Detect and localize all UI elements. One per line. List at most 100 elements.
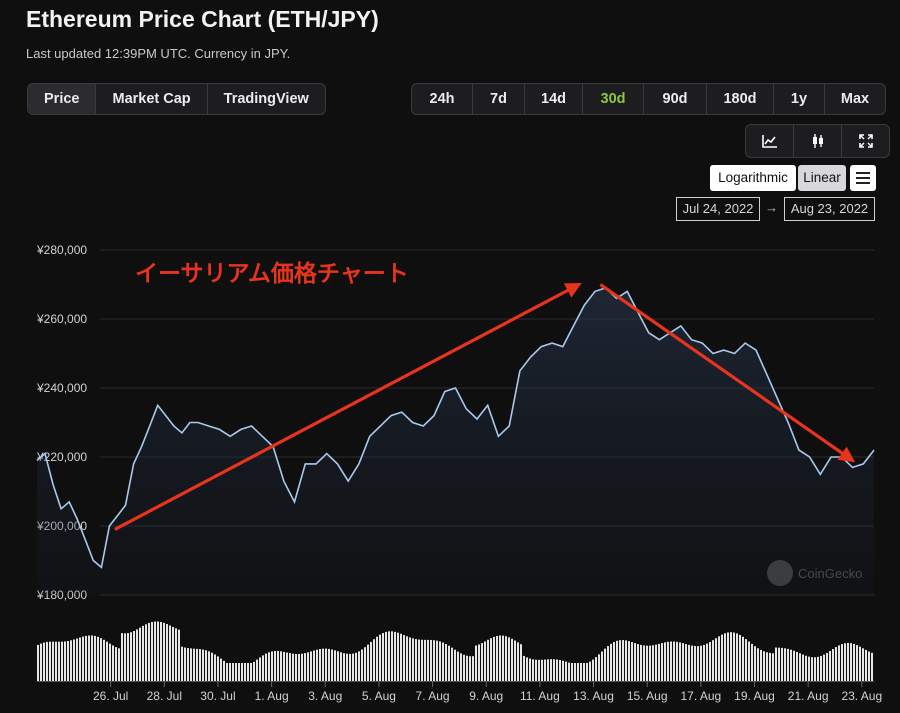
volume-bar	[58, 641, 60, 681]
volume-bar	[196, 648, 198, 681]
volume-bar	[442, 642, 444, 681]
volume-bar	[802, 654, 804, 681]
volume-bar	[733, 632, 735, 681]
volume-bar	[400, 633, 402, 681]
fullscreen-button[interactable]	[842, 125, 889, 157]
volume-bar	[700, 645, 702, 681]
volume-bar	[805, 655, 807, 681]
range-1y[interactable]: 1y	[774, 84, 825, 114]
volume-bar	[106, 641, 108, 681]
tab-price[interactable]: Price	[28, 84, 97, 114]
volume-bar	[574, 663, 576, 681]
volume-bar	[751, 643, 753, 681]
volume-bar	[565, 661, 567, 681]
date-to-input[interactable]: Aug 23, 2022	[784, 197, 875, 221]
volume-bar	[532, 659, 534, 681]
range-14d[interactable]: 14d	[525, 84, 583, 114]
volume-bar	[352, 653, 354, 681]
x-tick-label: 28. Jul	[147, 689, 182, 703]
line-chart-button[interactable]	[746, 125, 794, 157]
volume-bar	[775, 647, 777, 681]
volume-bar	[754, 646, 756, 681]
volume-bar	[601, 651, 603, 681]
volume-bar	[430, 639, 432, 681]
volume-bar	[301, 653, 303, 681]
y-tick-label: ¥220,000	[36, 450, 87, 464]
volume-bar	[868, 651, 870, 681]
tab-market-cap[interactable]: Market Cap	[96, 84, 208, 114]
x-tick-label: 7. Aug	[416, 689, 450, 703]
volume-bar	[415, 639, 417, 681]
x-tick-label: 1. Aug	[255, 689, 289, 703]
volume-bar	[232, 663, 234, 681]
page-title: Ethereum Price Chart (ETH/JPY)	[26, 6, 379, 32]
volume-bar	[598, 654, 600, 681]
volume-bar	[130, 632, 132, 681]
tab-tradingview[interactable]: TradingView	[223, 91, 309, 107]
volume-bar	[556, 659, 558, 681]
logarithmic-button[interactable]: Logarithmic	[710, 165, 796, 191]
volume-bar	[211, 652, 213, 681]
chart-view-buttons	[745, 124, 890, 158]
volume-bar	[52, 641, 54, 681]
volume-bar	[712, 640, 714, 681]
volume-bar	[772, 653, 774, 681]
x-tick-label: 5. Aug	[362, 689, 396, 703]
volume-bar	[331, 649, 333, 681]
volume-bar	[37, 645, 39, 681]
volume-bar	[439, 641, 441, 681]
volume-bar	[64, 641, 66, 681]
volume-bar	[646, 645, 648, 681]
candlestick-button[interactable]	[794, 125, 842, 157]
volume-bar	[664, 642, 666, 681]
volume-bar	[766, 652, 768, 681]
volume-bar	[820, 655, 822, 681]
time-range-tabs: 24h 7d 14d 30d 90d 180d 1y Max	[411, 83, 886, 115]
linear-button[interactable]: Linear	[798, 165, 846, 191]
volume-bar	[304, 653, 306, 681]
x-tick-label: 17. Aug	[680, 689, 721, 703]
range-max[interactable]: Max	[840, 91, 870, 107]
volume-bar	[478, 644, 480, 681]
volume-bar	[736, 633, 738, 681]
date-from-input[interactable]: Jul 24, 2022	[676, 197, 760, 221]
range-90d[interactable]: 90d	[644, 84, 707, 114]
range-30d[interactable]: 30d	[583, 84, 644, 114]
volume-bar	[385, 631, 387, 681]
volume-bar	[388, 631, 390, 681]
volume-bar	[370, 641, 372, 681]
volume-bar	[139, 627, 141, 681]
volume-bar	[538, 659, 540, 681]
volume-bar	[316, 649, 318, 681]
volume-bar	[661, 643, 663, 681]
volume-bar	[715, 638, 717, 681]
range-7d[interactable]: 7d	[473, 84, 525, 114]
volume-bar	[544, 659, 546, 681]
volume-bar	[613, 642, 615, 681]
volume-bar	[793, 650, 795, 681]
x-tick-label: 11. Aug	[520, 689, 560, 703]
hamburger-icon-bar	[856, 177, 870, 179]
volume-bar	[670, 641, 672, 681]
volume-bar	[682, 643, 684, 681]
volume-bar	[505, 636, 507, 681]
volume-bar	[46, 641, 48, 681]
volume-bar	[127, 633, 129, 681]
volume-bar	[727, 632, 729, 681]
volume-bar	[67, 640, 69, 681]
range-24h[interactable]: 24h	[412, 84, 473, 114]
volume-bar	[826, 652, 828, 681]
volume-bar	[433, 640, 435, 681]
annotation-label: イーサリアム価格チャート	[135, 260, 409, 287]
x-tick-label: 19. Aug	[734, 689, 775, 703]
volume-bar	[547, 659, 549, 681]
volume-bar	[409, 637, 411, 681]
volume-bar	[829, 650, 831, 681]
chart-menu-button[interactable]	[850, 165, 876, 191]
volume-bar	[379, 634, 381, 681]
volume-bar	[163, 622, 165, 681]
volume-bar	[844, 643, 846, 681]
volume-bar	[364, 647, 366, 681]
range-180d[interactable]: 180d	[707, 84, 774, 114]
volume-bar	[523, 655, 525, 681]
